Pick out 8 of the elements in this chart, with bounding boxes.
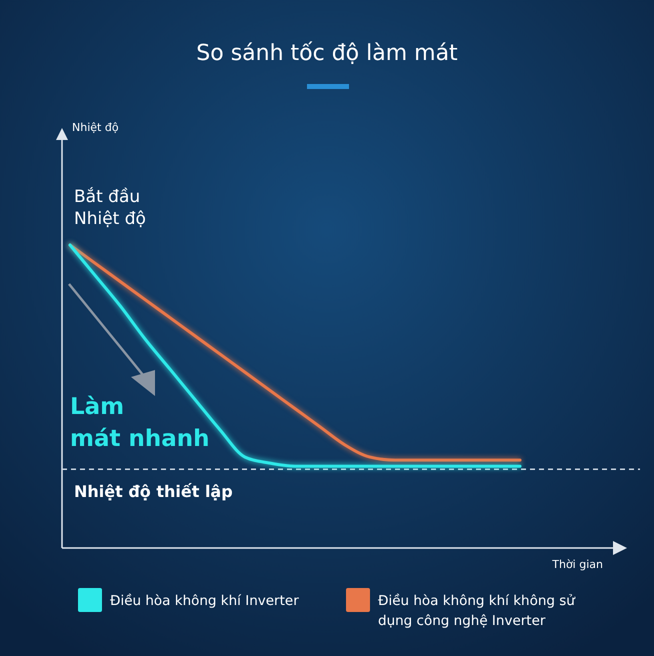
x-axis-title: Thời gian [551, 558, 604, 571]
annotation: Làm mát nhanh [70, 394, 210, 452]
legend-label: Điều hòa không khí Inverter [110, 593, 300, 609]
text: Nhiệt độ [72, 121, 119, 134]
chart-title: So sánh tốc độ làm mát [196, 41, 458, 66]
ref-line-label: Nhiệt độ thiết lập [74, 482, 233, 502]
legend-label: Điều hòa không khí không sử dụng công nghệ Inverter [378, 593, 576, 629]
text: Bắt đầu Nhiệt độ [74, 187, 146, 229]
